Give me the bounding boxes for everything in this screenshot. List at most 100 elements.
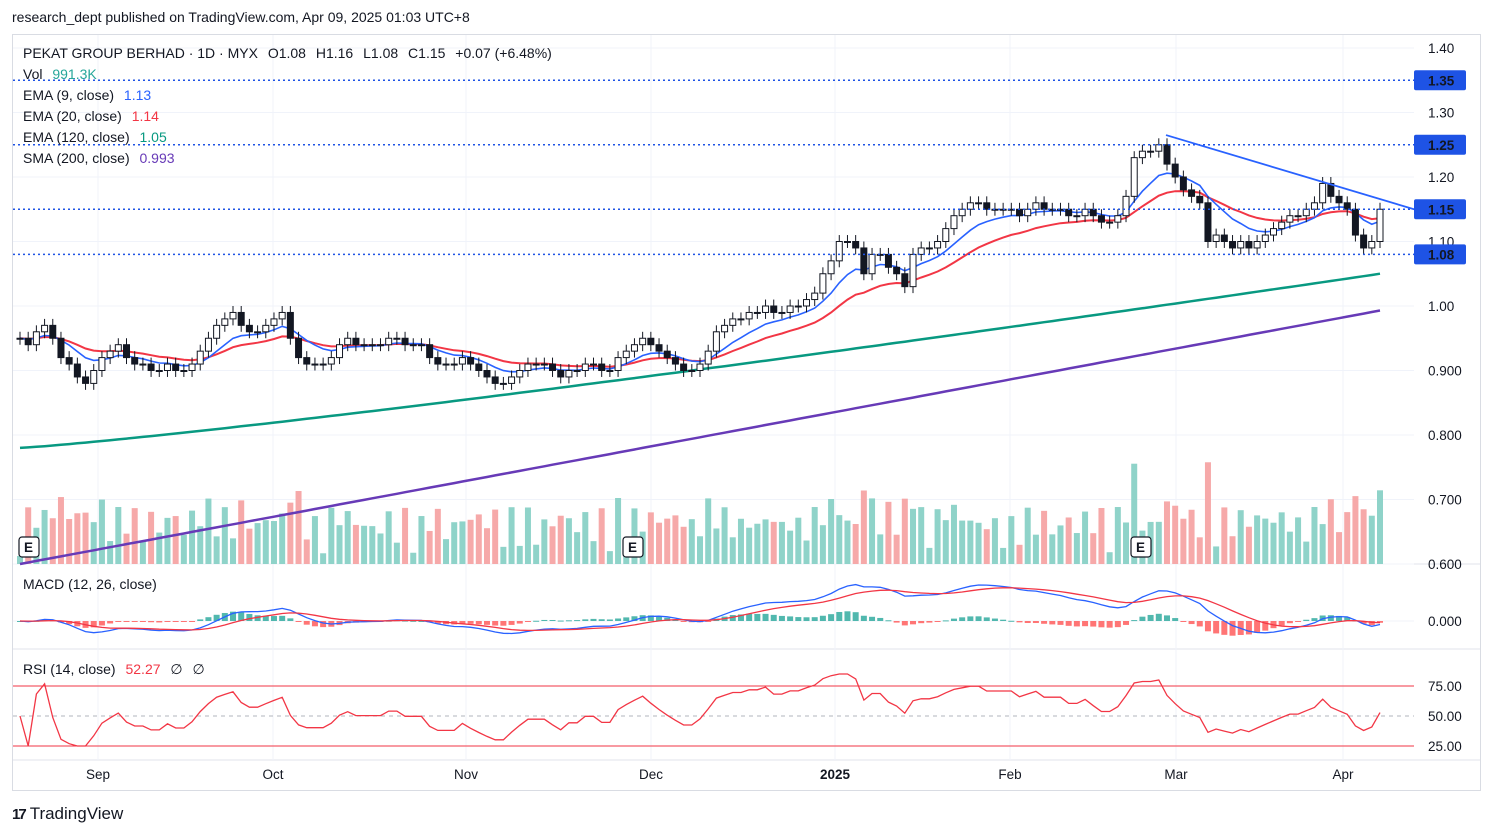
volume-bar [492,509,499,564]
candle-body [147,363,155,371]
legend-ema9: EMA (9, close) 1.13 [23,85,151,106]
volume-bar [1278,512,1285,564]
time-axis-tick-1: Oct [262,767,283,782]
volume-bar [1245,526,1252,564]
volume-bar [303,539,310,564]
macd-histogram-bar [844,611,851,621]
price-axis-tick-7: 0.700 [1428,493,1462,508]
candle-body [1073,215,1081,218]
macd-histogram-bar [893,621,900,623]
volume-bar [17,556,23,564]
volume-bar [1114,507,1121,564]
volume-bar [1286,531,1293,564]
macd-histogram-bar [926,621,933,623]
macd-histogram-bar [410,620,417,622]
macd-histogram-bar [1368,621,1375,626]
candle-body [360,344,368,347]
volume-bar [279,513,286,564]
volume-bar [344,511,351,564]
footer-brand[interactable]: 17 TradingView [12,804,123,824]
candle-body [778,311,786,314]
volume-bar [582,512,589,564]
time-axis-tick-2: Nov [454,767,478,782]
earnings-marker-box-2 [1130,536,1152,558]
legend-change: +0.07 (+6.48%) [455,45,552,61]
candle-body [1212,234,1220,243]
volume-bar [606,551,613,564]
volume-bar [975,522,982,564]
macd-histogram-bar [418,620,425,622]
macd-histogram-bar [1131,620,1138,622]
volume-bar [49,518,56,564]
macd-histogram-bar [230,611,237,621]
earnings-marker-1: E [628,540,637,555]
macd-histogram-bar [787,616,794,621]
volume-bar [336,525,343,564]
price-axis-tick-4: 1.00 [1428,299,1454,314]
volume-bar [402,507,409,564]
candle-body [721,324,729,333]
candle-body [770,305,778,313]
macd-histogram-bar [869,616,876,621]
volume-bar [729,537,736,564]
candle-body [745,311,753,320]
candle-body [655,344,663,352]
volume-bar [574,532,581,564]
macd-histogram-bar [737,614,744,621]
volume-bar [41,509,48,564]
candle-body [1016,208,1024,217]
candle-body [1245,241,1253,249]
volume-bar [877,534,884,564]
candle-body [614,357,622,372]
price-label-bg-3 [1414,244,1466,265]
macd-histogram-bar [66,621,73,625]
volume-bar [1254,515,1261,564]
volume-bar [352,524,359,564]
time-axis-tick-7: Apr [1332,767,1354,782]
macd-histogram-bar [1254,621,1261,633]
volume-bar [934,509,941,564]
candle-body [1343,202,1351,210]
volume-bar [1008,516,1015,564]
volume-bar [385,511,392,564]
footer-brand-name: TradingView [29,804,124,823]
volume-bar [1262,518,1269,564]
volume-bar [1196,537,1203,564]
candle-body [942,228,950,243]
candle-body [1261,234,1269,243]
macd-histogram-bar [828,614,835,621]
volume-bar [1123,522,1130,564]
volume-bar [721,507,728,564]
volume-bar [664,518,671,564]
legend-vol-value: 991.3K [52,66,97,82]
macd-histogram-bar [934,621,941,622]
macd-histogram-bar [1073,621,1080,627]
candle-body [843,241,851,243]
volume-bar [361,525,368,564]
macd-histogram-bar [295,621,302,622]
legend-rsi-value: 52.27 [125,661,161,677]
volume-bar [1344,512,1351,564]
legend-low: L1.08 [363,45,399,61]
volume-bar [1311,507,1318,564]
macd-histogram-bar [557,620,564,622]
legend-high: H1.16 [315,45,354,61]
macd-histogram-bar [483,621,490,625]
volume-bar [770,521,777,564]
candle-body [532,363,540,366]
volume-bar [893,534,900,564]
candle-body [401,337,409,346]
candle-body [647,337,655,346]
volume-bar [1163,501,1170,564]
macd-histogram-bar [156,621,163,623]
macd-histogram-bar [664,617,671,621]
volume-bar [705,498,712,564]
candle-body [1122,195,1130,217]
volume-bar [377,533,384,564]
macd-histogram-bar [795,617,802,621]
volume-bar [1237,510,1244,564]
volume-bar [533,544,540,564]
macd-histogram-bar [524,621,531,622]
macd-axis-tick-0: 0.000 [1428,614,1462,629]
